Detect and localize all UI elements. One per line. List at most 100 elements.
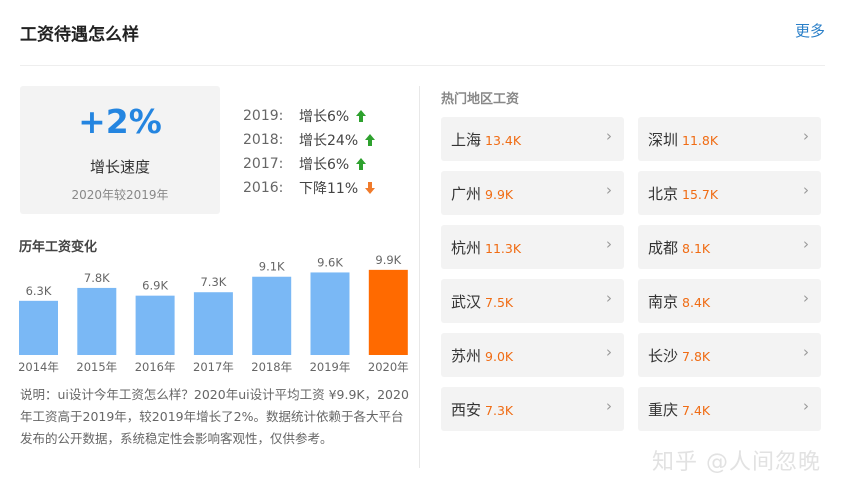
city-name: 武汉 7.5K [451, 291, 513, 312]
salary-bar-chart: 6.3K 2014年 7.8K 2015年 6.9K 2016年 7.3K 2017年 9.1K… [18, 253, 409, 374]
chart-bar [368, 269, 408, 355]
city-name-text: 南京 [648, 293, 679, 311]
bar-value-label: 9.9K [375, 253, 401, 267]
city-name-text: 杭州 [451, 239, 482, 257]
x-tick-label: 2017年 [193, 360, 234, 374]
chevron-right-icon: › [606, 289, 612, 307]
x-tick-label: 2016年 [135, 360, 176, 374]
city-salary: 8.4K [682, 295, 711, 310]
x-tick-label: 2014年 [18, 360, 59, 374]
growth-rate-comparison: 2020年较2019年 [71, 188, 169, 202]
city-name-text: 武汉 [451, 293, 482, 311]
yearly-change-list: 2019: 增长6% 2018: 增长24% 2017: 增长6% 2016: … [243, 104, 376, 200]
more-link[interactable]: 更多 [794, 22, 825, 40]
chart-bar [193, 292, 233, 355]
x-tick-label: 2019年 [310, 360, 351, 374]
city-salary: 11.8K [682, 133, 719, 148]
chevron-right-icon: › [606, 235, 612, 253]
arrow-up-icon [365, 134, 376, 146]
city-name: 重庆 7.4K [648, 399, 710, 420]
city-name: 南京 8.4K [648, 291, 710, 312]
growth-rate-card: +2% 增长速度 2020年较2019年 [20, 86, 220, 214]
bar-value-label: 6.3K [26, 284, 52, 298]
arrow-down-icon [365, 182, 376, 194]
city-card[interactable]: 武汉 7.5K › [441, 279, 624, 323]
city-card[interactable]: 上海 13.4K › [441, 117, 624, 161]
city-salary: 9.0K [485, 349, 514, 364]
chart-bar [77, 287, 117, 355]
city-salary: 15.7K [682, 187, 719, 202]
city-salary: 13.4K [485, 133, 522, 148]
city-card[interactable]: 深圳 11.8K › [638, 117, 821, 161]
year-label: 2017: [243, 156, 284, 172]
city-name: 杭州 11.3K [451, 237, 521, 258]
year-label: 2018: [243, 132, 284, 148]
yearly-change-row: 2018: 增长24% [243, 128, 376, 152]
city-salary: 7.3K [485, 403, 514, 418]
city-salary: 11.3K [485, 241, 522, 256]
vertical-divider [419, 86, 420, 468]
chevron-right-icon: › [803, 127, 809, 145]
city-salary: 9.9K [485, 187, 514, 202]
bar-value-label: 6.9K [142, 279, 168, 293]
city-card[interactable]: 长沙 7.8K › [638, 333, 821, 377]
city-card[interactable]: 南京 8.4K › [638, 279, 821, 323]
city-name-text: 广州 [451, 185, 482, 203]
section-header: 工资待遇怎么样 更多 [20, 0, 825, 66]
city-salary: 7.8K [682, 349, 711, 364]
city-name-text: 西安 [451, 401, 482, 419]
chart-bar [19, 300, 58, 355]
yearly-change-row: 2019: 增长6% [243, 104, 376, 128]
chart-title: 历年工资变化 [19, 240, 98, 255]
change-text: 下降11% [299, 181, 359, 197]
city-name: 长沙 7.8K [648, 345, 710, 366]
chevron-right-icon: › [606, 343, 612, 361]
city-card[interactable]: 重庆 7.4K › [638, 387, 821, 431]
chevron-right-icon: › [803, 181, 809, 199]
city-name-text: 北京 [648, 185, 679, 203]
hot-regions-title: 热门地区工资 [441, 92, 520, 107]
chevron-right-icon: › [803, 397, 809, 415]
arrow-up-icon [356, 158, 367, 170]
city-salary: 7.4K [682, 403, 711, 418]
chevron-right-icon: › [803, 343, 809, 361]
year-label: 2019: [243, 108, 284, 124]
change-text: 增长6% [299, 157, 350, 173]
city-name: 深圳 11.8K [648, 129, 718, 150]
x-tick-label: 2015年 [76, 360, 117, 374]
yearly-change-row: 2017: 增长6% [243, 152, 376, 176]
city-card[interactable]: 西安 7.3K › [441, 387, 624, 431]
growth-rate-value: +2% [78, 102, 162, 141]
city-name-text: 长沙 [648, 347, 679, 365]
growth-rate-label: 增长速度 [89, 158, 150, 176]
city-salary: 8.1K [682, 241, 711, 256]
city-card[interactable]: 北京 15.7K › [638, 171, 821, 215]
chevron-right-icon: › [803, 289, 809, 307]
yearly-change-row: 2016: 下降11% [243, 176, 376, 200]
city-card[interactable]: 杭州 11.3K › [441, 225, 624, 269]
chevron-right-icon: › [606, 181, 612, 199]
city-name: 成都 8.1K [648, 237, 710, 258]
x-tick-label: 2020年 [368, 360, 409, 374]
change-text: 增长6% [299, 109, 350, 125]
city-card[interactable]: 广州 9.9K › [441, 171, 624, 215]
city-salary: 7.5K [485, 295, 514, 310]
city-name: 北京 15.7K [648, 183, 718, 204]
bar-value-label: 7.8K [84, 271, 110, 285]
bar-value-label: 9.6K [317, 255, 343, 269]
city-name: 广州 9.9K [451, 183, 513, 204]
change-text: 增长24% [299, 133, 359, 149]
chevron-right-icon: › [606, 397, 612, 415]
bar-value-label: 9.1K [259, 260, 285, 274]
city-name: 西安 7.3K [451, 399, 513, 420]
chart-bar [252, 276, 292, 355]
section-title: 工资待遇怎么样 [20, 25, 139, 45]
bar-value-label: 7.3K [200, 275, 226, 289]
arrow-up-icon [356, 110, 367, 122]
city-name-text: 成都 [648, 239, 679, 257]
city-card[interactable]: 苏州 9.0K › [441, 333, 624, 377]
chart-bar [310, 272, 350, 355]
city-card[interactable]: 成都 8.1K › [638, 225, 821, 269]
chevron-right-icon: › [803, 235, 809, 253]
city-name: 上海 13.4K [451, 129, 521, 150]
